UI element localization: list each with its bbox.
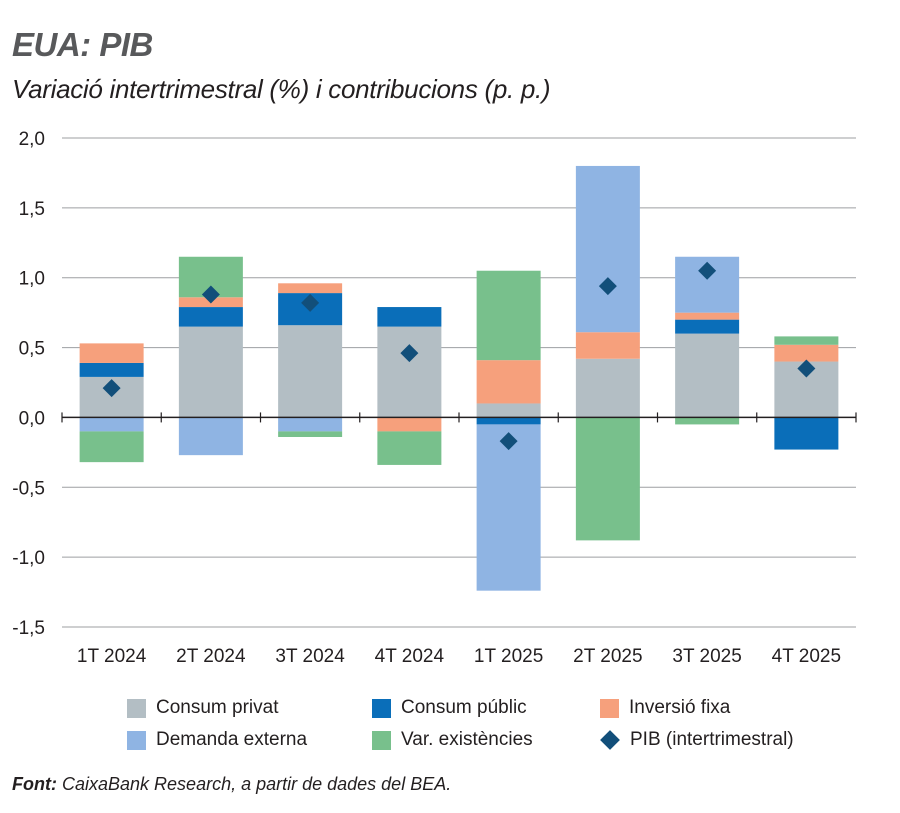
bar-segment — [79, 343, 144, 363]
axis-layer — [61, 412, 857, 423]
bar-segment — [377, 326, 442, 418]
gdp-marker — [201, 285, 220, 304]
bar-segment — [79, 417, 144, 432]
bar-segment — [178, 307, 243, 327]
bar-segment — [476, 360, 541, 404]
gdp-marker — [400, 344, 419, 363]
bar-segment — [675, 417, 740, 425]
bar-segment — [774, 336, 839, 345]
y-tick-label: -1,0 — [12, 548, 45, 569]
bar-segment — [377, 431, 442, 465]
bar-segment — [675, 312, 740, 320]
x-tick-label: 1T 2024 — [77, 646, 147, 667]
x-tick-label: 4T 2024 — [375, 646, 445, 667]
bar-segment — [575, 358, 640, 418]
bar-segment — [476, 424, 541, 591]
y-tick-label: 2,0 — [19, 129, 45, 150]
bar-segment — [575, 332, 640, 359]
x-tick-label: 2T 2024 — [176, 646, 246, 667]
gdp-marker — [797, 359, 816, 378]
bar-segment — [79, 362, 144, 377]
y-tick-label: 0,5 — [19, 339, 45, 360]
gdp-marker — [598, 277, 617, 296]
bar-segment — [575, 417, 640, 541]
bar-segment — [377, 307, 442, 327]
bar-segment — [278, 283, 343, 294]
chart-title: EUA: PIB — [12, 26, 153, 63]
bars-layer — [79, 165, 839, 591]
labels-layer: -1,5 -1,0 -0,5 0,0 0,5 1,0 1,5 2,0 1T 2024 2T 202… — [12, 129, 841, 667]
gdp-marker — [698, 261, 717, 280]
gdp-marker — [499, 432, 518, 451]
bar-segment — [278, 325, 343, 418]
bar-segment — [774, 417, 839, 450]
chart-subtitle: Variació intertrimestral (%) i contribuc… — [12, 74, 551, 104]
bar-segment — [476, 270, 541, 361]
bar-segment — [575, 165, 640, 333]
bar-segment — [774, 344, 839, 362]
y-tick-label: 1,5 — [19, 199, 45, 220]
x-tick-label: 4T 2025 — [772, 646, 841, 667]
bar-segment — [278, 417, 343, 432]
source-text: CaixaBank Research, a partir de dades de… — [62, 774, 452, 794]
y-tick-label: 1,0 — [19, 269, 45, 290]
gdp-marker — [102, 379, 121, 398]
y-tick-label: -1,5 — [12, 618, 45, 639]
x-tick-label: 3T 2025 — [672, 646, 741, 667]
bar-segment — [79, 431, 144, 463]
bar-segment — [178, 326, 243, 418]
bar-segment — [178, 417, 243, 456]
x-tick-label: 3T 2024 — [275, 646, 345, 667]
gdp-marker — [301, 293, 320, 312]
y-tick-label: 0,0 — [19, 408, 45, 429]
bar-segment — [377, 417, 442, 432]
bar-segment — [476, 417, 541, 425]
x-tick-label: 1T 2025 — [474, 646, 543, 667]
y-tick-label: -0,5 — [12, 478, 45, 499]
bar-segment — [476, 403, 541, 418]
bar-segment — [675, 319, 740, 334]
bar-segment — [675, 333, 740, 418]
source-label: Font: — [12, 774, 57, 794]
bar-segment — [278, 431, 343, 437]
x-tick-label: 2T 2025 — [573, 646, 642, 667]
markers-layer — [102, 261, 816, 451]
source-note: Font: CaixaBank Research, a partir de da… — [12, 774, 451, 795]
